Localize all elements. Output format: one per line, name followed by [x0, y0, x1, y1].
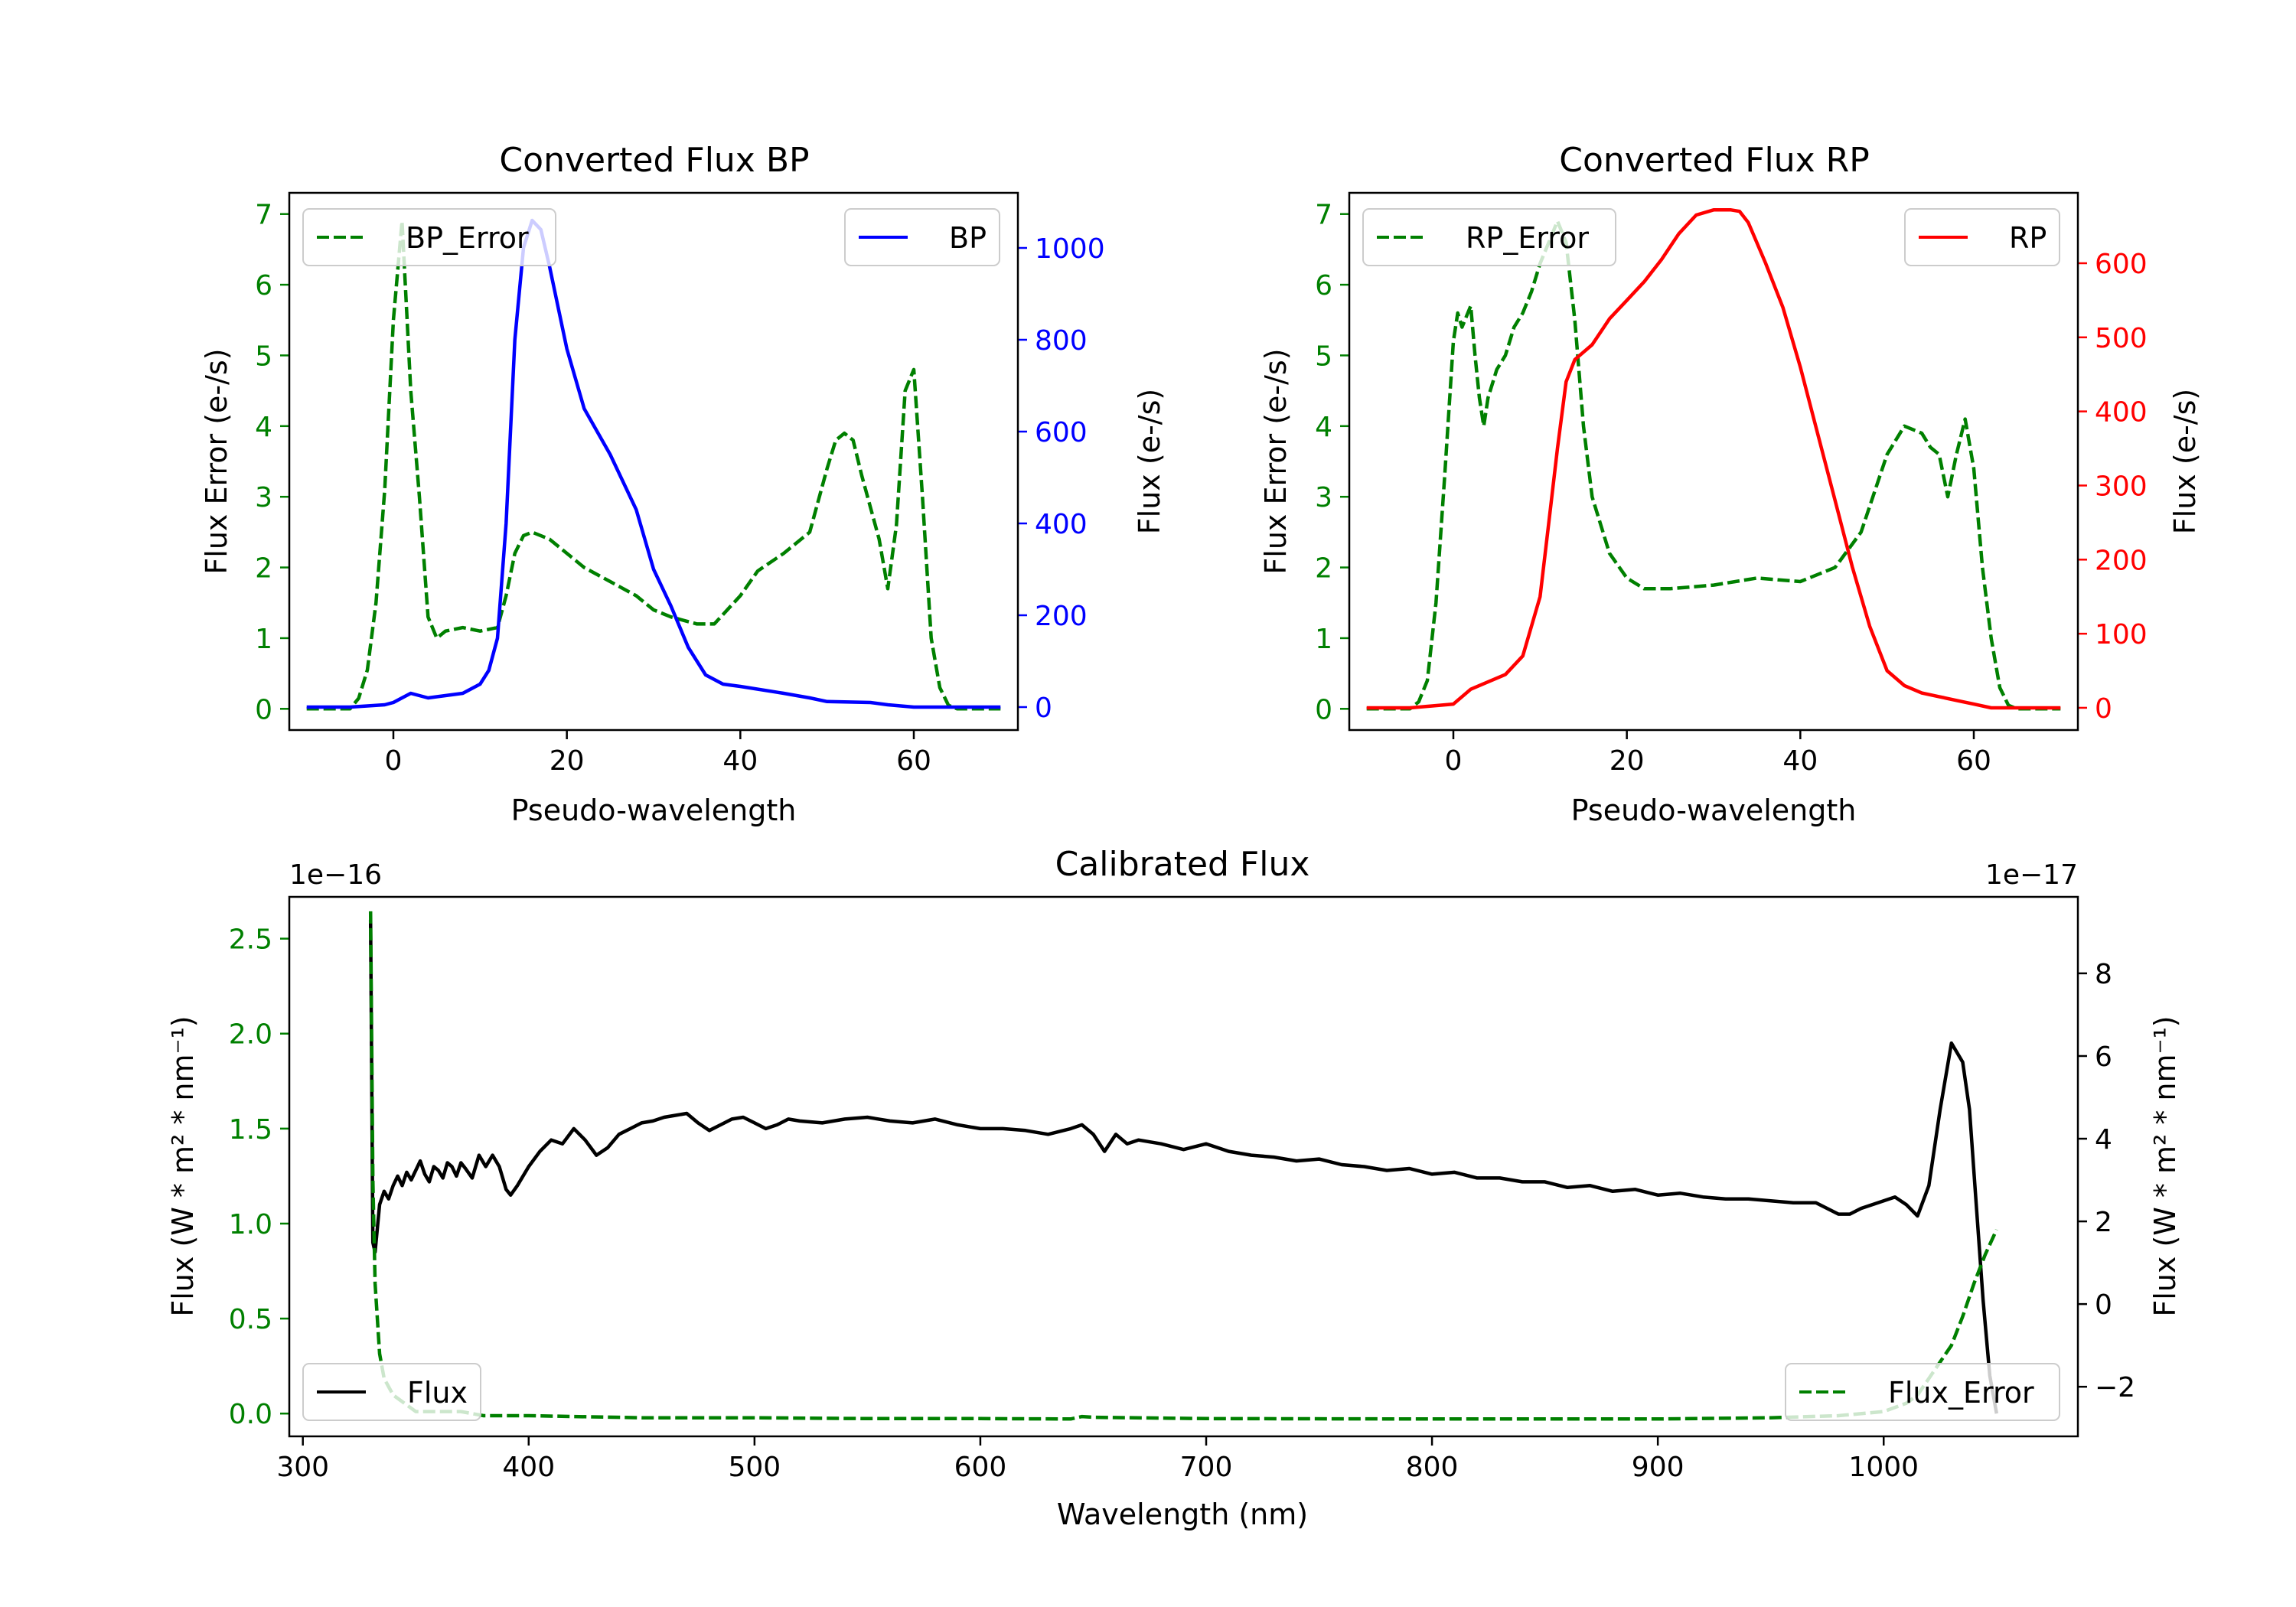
calibrated-ytick-left-label: 0.5	[229, 1304, 272, 1335]
rp-legend-flux-label: RP	[2009, 221, 2047, 255]
rp-series-rp	[1366, 208, 2061, 710]
bp-xtick-label: 20	[550, 745, 585, 777]
rp-legend-error-label: RP_Error	[1466, 221, 1589, 255]
calibrated-ylabel-left: Flux (W * m² * nm⁻¹)	[166, 1015, 200, 1316]
bp-ylabel-right: Flux (e-/s)	[1133, 389, 1166, 534]
bp-xlabel: Pseudo-wavelength	[511, 794, 797, 827]
bp-ytick-right-label: 1000	[1035, 233, 1105, 265]
calibrated-title: Calibrated Flux	[1055, 845, 1310, 884]
bp-ytick-left-label: 0	[255, 694, 272, 725]
bp-ytick-left-label: 5	[255, 341, 272, 372]
rp-title: Converted Flux RP	[1559, 141, 1870, 180]
bp-ytick-left-label: 2	[255, 553, 272, 585]
bp-xtick-label: 60	[896, 745, 931, 777]
calibrated-legend-error: Flux_Error	[1785, 1363, 2060, 1421]
bp-ytick-left-label: 4	[255, 412, 272, 443]
rp-legend-error: RP_Error	[1362, 208, 1616, 266]
bp-panel: Converted Flux BP 0 20 40 60012345670200400…	[200, 141, 1166, 827]
calibrated-ylabel-right: Flux (W * m² * nm⁻¹)	[2148, 1015, 2182, 1316]
rp-xtick-label: 0	[1445, 745, 1463, 777]
calibrated-ytick-right-label: 4	[2095, 1124, 2112, 1156]
rp-ytick-right-label: 400	[2095, 397, 2148, 429]
calibrated-xtick-label: 300	[276, 1452, 329, 1483]
bp-series-bp	[306, 218, 1001, 709]
bp-ytick-right-label: 600	[1035, 417, 1088, 448]
bp-xtick-label: 40	[722, 745, 758, 777]
rp-xlabel: Pseudo-wavelength	[1571, 794, 1857, 827]
calibrated-series-flux	[368, 919, 1999, 1414]
rp-ytick-left-label: 6	[1315, 270, 1332, 302]
calibrated-xtick-label: 800	[1406, 1452, 1459, 1483]
rp-series-rp-error	[1366, 219, 2061, 711]
rp-legend-flux: RP	[1904, 208, 2060, 266]
calibrated-ytick-left-label: 1.5	[229, 1114, 272, 1146]
rp-ylabel-left: Flux Error (e-/s)	[1259, 348, 1293, 574]
bp-ytick-left-label: 1	[255, 624, 272, 655]
bp-plot-frame	[288, 191, 1019, 732]
calibrated-xtick-label: 400	[502, 1452, 555, 1483]
bp-legend-flux: BP	[844, 208, 1000, 266]
rp-ytick-left-label: 7	[1315, 200, 1332, 231]
calibrated-ytick-left-label: 0.0	[229, 1399, 272, 1430]
rp-ytick-left-label: 0	[1315, 694, 1332, 725]
calibrated-plot-frame	[288, 895, 2079, 1438]
bp-ytick-left-label: 7	[255, 200, 272, 231]
bp-ytick-right-label: 800	[1035, 325, 1088, 357]
bp-legend-error: BP_Error	[302, 208, 556, 266]
bp-xtick-label: 0	[385, 745, 403, 777]
bp-series-bp-error	[306, 219, 1001, 711]
rp-ytick-left-label: 3	[1315, 482, 1332, 513]
bp-ytick-right-label: 400	[1035, 509, 1088, 540]
calibrated-legend-error-label: Flux_Error	[1888, 1376, 2034, 1410]
bp-ytick-right-label: 200	[1035, 601, 1088, 632]
calibrated-xtick-label: 700	[1180, 1452, 1233, 1483]
rp-ytick-right-label: 100	[2095, 619, 2148, 650]
calibrated-offset-left: 1e−16	[289, 859, 382, 891]
calibrated-xlabel: Wavelength (nm)	[1057, 1498, 1308, 1531]
rp-ytick-left-label: 2	[1315, 553, 1332, 585]
calibrated-ytick-right-label: 6	[2095, 1041, 2112, 1073]
calibrated-ytick-left-label: 2.0	[229, 1019, 272, 1051]
rp-xtick-label: 20	[1609, 745, 1645, 777]
bp-legend-flux-label: BP	[949, 221, 987, 255]
rp-ylabel-right: Flux (e-/s)	[2168, 389, 2202, 534]
bp-ytick-left-label: 3	[255, 482, 272, 513]
bp-title: Converted Flux BP	[499, 141, 809, 180]
calibrated-legend-flux-label: Flux	[407, 1376, 468, 1410]
calibrated-ytick-right-label: −2	[2095, 1372, 2135, 1403]
bp-ylabel-left: Flux Error (e-/s)	[200, 348, 233, 574]
rp-ytick-right-label: 200	[2095, 545, 2148, 576]
calibrated-xtick-label: 1000	[1848, 1452, 1919, 1483]
calibrated-xtick-label: 600	[954, 1452, 1007, 1483]
rp-ytick-right-label: 0	[2095, 693, 2112, 725]
calibrated-ytick-left-label: 2.5	[229, 924, 272, 956]
rp-plot-frame	[1348, 191, 2079, 732]
rp-ytick-left-label: 1	[1315, 624, 1332, 655]
rp-panel: Converted Flux RP 0 20 40 60012345670100200…	[1259, 141, 2202, 827]
calibrated-xtick-label: 500	[728, 1452, 781, 1483]
calibrated-series-flux-error	[368, 911, 1998, 1421]
bp-ytick-left-label: 6	[255, 270, 272, 302]
rp-ytick-right-label: 300	[2095, 471, 2148, 502]
rp-ytick-right-label: 500	[2095, 323, 2148, 354]
rp-xtick-label: 60	[1956, 745, 1991, 777]
calibrated-ytick-right-label: 8	[2095, 959, 2112, 990]
calibrated-legend-flux: Flux	[302, 1363, 481, 1421]
rp-ytick-left-label: 5	[1315, 341, 1332, 372]
bp-ytick-right-label: 0	[1035, 693, 1052, 724]
calibrated-xtick-label: 900	[1632, 1452, 1684, 1483]
calibrated-ytick-left-label: 1.0	[229, 1209, 272, 1240]
rp-ytick-left-label: 4	[1315, 412, 1332, 443]
calibrated-ytick-right-label: 2	[2095, 1207, 2112, 1238]
rp-xtick-label: 40	[1782, 745, 1818, 777]
bp-legend-error-label: BP_Error	[406, 221, 529, 255]
calibrated-ytick-right-label: 0	[2095, 1289, 2112, 1321]
calibrated-offset-right: 1e−17	[1985, 859, 2078, 891]
rp-ytick-right-label: 600	[2095, 249, 2148, 280]
calibrated-panel: Calibrated Flux 1e−16 1e−17 300 400 500 600…	[166, 845, 2182, 1531]
